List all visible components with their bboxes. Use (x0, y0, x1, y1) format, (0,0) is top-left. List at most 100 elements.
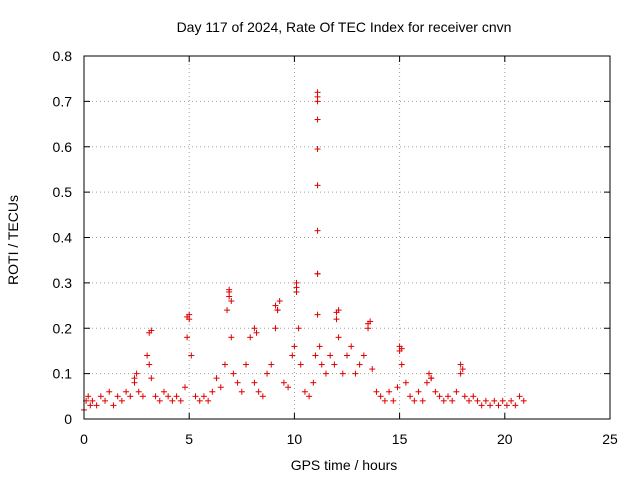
data-point (152, 393, 159, 400)
data-point (139, 393, 146, 400)
data-point (123, 388, 130, 395)
data-point (135, 388, 142, 395)
data-point (457, 370, 464, 377)
data-point (312, 352, 319, 359)
y-tick-label: 0.7 (53, 93, 73, 109)
axis-ticks (83, 55, 611, 420)
data-point (407, 393, 414, 400)
grid-lines (84, 56, 610, 419)
data-point (495, 402, 502, 409)
data-point (322, 370, 329, 377)
data-point (148, 375, 155, 382)
data-point (348, 343, 355, 350)
data-point (102, 397, 109, 404)
data-point (386, 388, 393, 395)
data-point (209, 388, 216, 395)
y-tick-label: 0.5 (53, 184, 73, 200)
data-point (165, 393, 172, 400)
data-point (508, 397, 515, 404)
data-point (276, 298, 283, 305)
data-point (310, 379, 317, 386)
data-point (291, 343, 298, 350)
data-point (87, 402, 94, 409)
data-point (352, 370, 359, 377)
data-point (335, 334, 342, 341)
x-tick-label: 0 (80, 431, 88, 447)
data-point (314, 182, 321, 189)
data-point (436, 393, 443, 400)
data-point (449, 397, 456, 404)
y-tick-label: 0 (64, 411, 72, 427)
data-point (314, 270, 321, 277)
y-tick-label: 0.1 (53, 366, 73, 382)
data-point (228, 334, 235, 341)
data-point (520, 397, 527, 404)
data-point (148, 327, 155, 334)
data-point (272, 302, 279, 309)
y-tick-label: 0.3 (53, 275, 73, 291)
data-point (127, 393, 134, 400)
data-point (482, 397, 489, 404)
data-point (516, 393, 523, 400)
data-point (177, 397, 184, 404)
data-point (230, 370, 237, 377)
data-point (221, 361, 228, 368)
data-point (478, 402, 485, 409)
data-point (327, 352, 334, 359)
data-point (398, 345, 405, 352)
y-tick-labels: 0 0.1 0.2 0.3 0.4 0.5 0.6 0.7 0.8 (53, 48, 73, 427)
data-point (234, 379, 241, 386)
data-point (224, 307, 231, 314)
y-axis-label: ROTI / TECUs (5, 195, 21, 285)
data-point (228, 298, 235, 305)
data-point (274, 307, 281, 314)
data-point (173, 393, 180, 400)
data-point (390, 397, 397, 404)
data-point (272, 325, 279, 332)
data-points (81, 89, 527, 413)
data-point (314, 146, 321, 153)
y-tick-label: 0.4 (53, 230, 73, 246)
data-point (289, 352, 296, 359)
data-point (133, 370, 140, 377)
data-point (226, 288, 233, 295)
data-point (314, 311, 321, 318)
data-point (344, 352, 350, 359)
data-point (131, 375, 138, 382)
x-axis-label: GPS time / hours (291, 457, 398, 473)
data-point (314, 98, 321, 105)
data-point (259, 393, 266, 400)
data-point (205, 397, 212, 404)
data-point (253, 329, 260, 336)
data-point (503, 402, 510, 409)
data-point (213, 375, 220, 382)
data-point (440, 397, 447, 404)
data-point (188, 352, 195, 359)
data-point (293, 279, 300, 286)
x-tick-label: 15 (392, 431, 408, 447)
data-point (402, 379, 409, 386)
data-point (369, 366, 376, 373)
data-point (110, 402, 117, 409)
data-point (169, 397, 176, 404)
data-point (367, 318, 374, 325)
x-tick-label: 25 (602, 431, 618, 447)
data-point (487, 402, 494, 409)
data-point (196, 397, 203, 404)
data-point (331, 361, 338, 368)
data-point (200, 393, 207, 400)
data-point (118, 397, 125, 404)
data-point (398, 361, 405, 368)
data-point (459, 366, 466, 373)
y-tick-label: 0.6 (53, 139, 73, 155)
data-point (306, 393, 313, 400)
data-point (316, 343, 323, 350)
data-point (339, 370, 346, 377)
data-point (314, 227, 321, 234)
data-point (301, 388, 308, 395)
data-point (114, 393, 121, 400)
data-point (461, 393, 468, 400)
data-point (156, 397, 163, 404)
data-point (89, 397, 96, 404)
